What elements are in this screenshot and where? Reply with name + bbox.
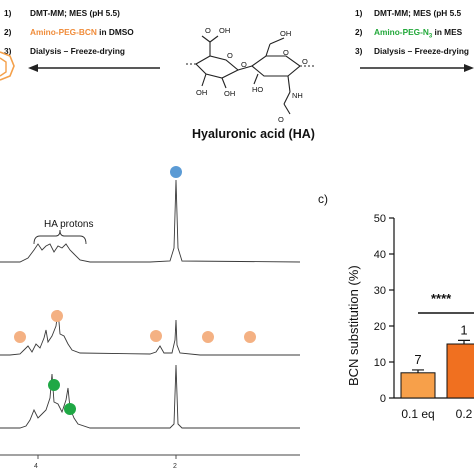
c-bar-value-label: 7: [414, 352, 421, 367]
left-step2-line: Amino-PEG-BCN in DMSO: [30, 27, 134, 37]
c-y-tick-label: 20: [374, 321, 386, 333]
bcn-bar-chart: 0 10 20 30 40 50 7 0.1 eq 1 0.2: [374, 213, 474, 421]
c-y-tick-label: 0: [380, 393, 386, 405]
left-step2-rest: in DMSO: [96, 27, 134, 37]
c-category-label: 0.2: [456, 407, 473, 421]
ha-name-label: Hyaluronic acid (HA): [192, 127, 315, 141]
c-y-label: BCN substitution (%): [346, 265, 361, 386]
right-step2-line: Amino-PEG-N3 in MES: [374, 27, 462, 40]
left-step1-num: 1): [4, 8, 12, 18]
ha-protons-bracket: [33, 229, 87, 245]
right-step2-rest: in MES: [432, 27, 463, 37]
right-step3-text: Dialysis – Freeze-drying: [374, 46, 469, 56]
spectrum-ha-bcn: [0, 309, 300, 356]
nmr-spectra: [0, 179, 301, 459]
left-arrow: [28, 64, 160, 72]
left-step1-text: DMT-MM; MES (pH 5.5): [30, 8, 120, 18]
oh-label-3: OH: [280, 29, 291, 38]
left-step3-text: Dialysis – Freeze-drying: [30, 46, 125, 56]
bcn-product-fragment: [0, 51, 15, 81]
oh-label-1: OH: [196, 88, 207, 97]
green-markers: [48, 379, 76, 415]
spectrum-ha-n3: [0, 364, 300, 429]
link-o-1: O: [241, 60, 247, 69]
c-error-bar: [412, 369, 424, 373]
amide-o: O: [278, 115, 284, 124]
c-y-tick-label: 30: [374, 285, 386, 297]
orange-markers: [14, 310, 256, 343]
cooh-oh: OH: [219, 26, 230, 35]
spectrum-ha: [0, 179, 301, 263]
right-step3-num: 3): [355, 46, 363, 56]
blue-marker: [170, 166, 182, 178]
ring-o-2: O: [283, 48, 289, 57]
c-y-tick-label: 50: [374, 213, 386, 225]
nmr-tick-left: 4: [34, 463, 38, 470]
right-step1-num: 1): [355, 8, 363, 18]
cooh-o: O: [205, 26, 211, 35]
right-step1-text: DMT-MM; MES (pH 5.5: [374, 8, 462, 18]
c-bar: [400, 372, 436, 399]
c-bar-value-label: 1: [460, 322, 467, 337]
c-bar: [446, 343, 474, 399]
c-category-label: 0.1 eq: [401, 407, 434, 421]
nh-label: NH: [292, 91, 303, 100]
c-error-bar: [458, 339, 470, 344]
panel-c-letter: c): [318, 192, 328, 206]
nmr-tick-right: 2: [173, 463, 177, 470]
right-step2-num: 2): [355, 27, 363, 37]
oh-label-2: OH: [224, 89, 235, 98]
ring-o-1: O: [227, 51, 233, 60]
left-step3-num: 3): [4, 46, 12, 56]
left-step2-num: 2): [4, 27, 12, 37]
amino-peg-bcn-label: Amino-PEG-BCN: [30, 27, 97, 37]
n3-subscript: 3: [428, 33, 433, 40]
significance-stars: ****: [431, 291, 452, 306]
amino-peg-n3-label: Amino-PEG-N: [374, 27, 429, 37]
ho-label: HO: [252, 85, 263, 94]
ha-protons-label: HA protons: [44, 219, 93, 230]
link-o-2: O: [302, 57, 308, 66]
right-arrow: [360, 64, 474, 72]
c-y-tick-label: 40: [374, 249, 386, 261]
c-y-tick-label: 10: [374, 357, 386, 369]
ha-structure: [184, 35, 314, 115]
